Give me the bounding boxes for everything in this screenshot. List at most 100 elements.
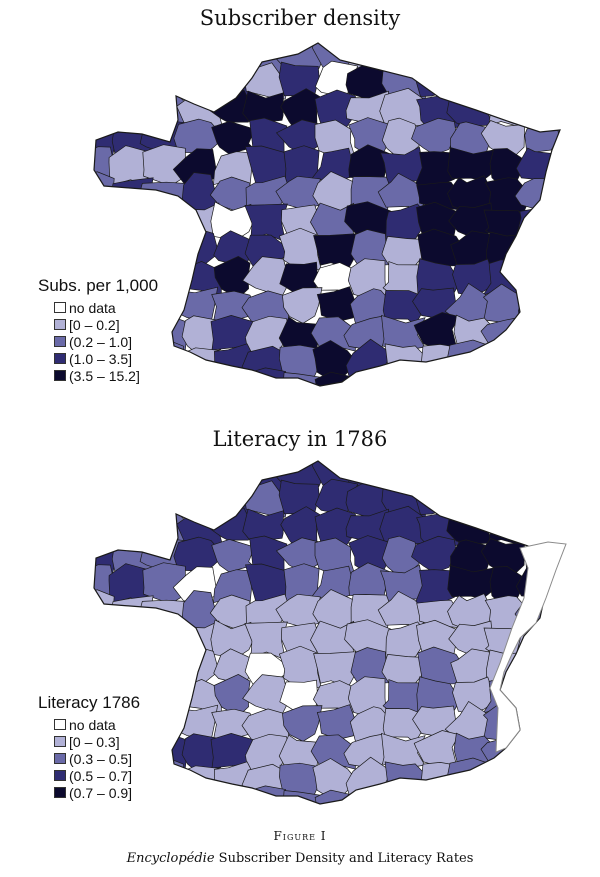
department-region xyxy=(110,480,157,520)
department-region xyxy=(550,257,560,298)
department-region xyxy=(453,375,488,386)
department-region xyxy=(480,120,525,161)
legend-label: (1.0 – 3.5] xyxy=(69,350,133,367)
legend-item-class-2: (0.3 – 0.5] xyxy=(38,750,140,767)
map-literacy-1786 xyxy=(93,460,567,805)
department-region xyxy=(94,648,122,689)
department-region xyxy=(378,43,424,74)
department-region xyxy=(282,705,323,742)
legend-title: Literacy 1786 xyxy=(38,693,141,712)
legend-item-no-data: no data xyxy=(38,716,140,733)
department-region xyxy=(521,43,560,70)
department-region xyxy=(108,512,153,544)
department-region xyxy=(479,461,521,492)
department-region xyxy=(553,146,560,189)
department-region xyxy=(547,647,560,692)
department-region xyxy=(481,370,531,386)
department-region xyxy=(142,461,190,493)
figure-caption-text: Subscriber Density and Literacy Rates xyxy=(214,851,474,866)
department-region xyxy=(518,287,560,327)
legend-item-class-1: [0 – 0.2] xyxy=(38,316,158,333)
department-region xyxy=(210,201,253,241)
department-region xyxy=(208,786,254,804)
department-region xyxy=(481,64,529,103)
department-region xyxy=(555,208,560,241)
department-region xyxy=(278,372,325,386)
department-region xyxy=(109,461,157,488)
legend-item-class-1: [0 – 0.3] xyxy=(38,733,140,750)
department-region xyxy=(514,677,558,716)
department-region xyxy=(94,198,123,241)
legend-swatch xyxy=(54,770,66,781)
department-region xyxy=(141,679,187,712)
figure-label: Figure I xyxy=(273,829,327,843)
department-region xyxy=(550,675,560,716)
department-region xyxy=(414,372,458,386)
legend-item-class-2: (0.2 – 1.0] xyxy=(38,333,158,350)
department-region xyxy=(555,731,560,774)
legend-item-class-3: (1.0 – 3.5] xyxy=(38,350,158,367)
department-region xyxy=(210,619,253,659)
department-region xyxy=(214,461,255,493)
department-region xyxy=(94,171,115,217)
department-region xyxy=(547,710,560,741)
department-region xyxy=(316,286,360,322)
department-region xyxy=(487,761,525,798)
department-region xyxy=(516,731,559,767)
department-region xyxy=(213,674,251,717)
department-region xyxy=(381,368,420,386)
department-region xyxy=(414,790,458,804)
department-region xyxy=(411,535,457,574)
department-region xyxy=(139,181,189,212)
department-region xyxy=(452,676,497,714)
department-region xyxy=(415,480,463,515)
department-region xyxy=(550,91,560,127)
department-region xyxy=(110,62,157,102)
department-region xyxy=(94,589,115,635)
department-region xyxy=(553,119,560,161)
department-region xyxy=(515,58,560,99)
legend-label: (3.5 – 15.2] xyxy=(69,367,140,384)
department-region xyxy=(316,704,360,740)
department-region xyxy=(143,649,192,686)
department-region xyxy=(479,43,521,74)
department-region xyxy=(346,461,395,488)
legend-item-class-3: (0.5 – 0.7] xyxy=(38,767,140,784)
legend-swatch xyxy=(54,319,66,330)
department-region xyxy=(182,484,221,520)
department-region xyxy=(553,480,560,524)
department-region xyxy=(173,461,221,495)
legend-item-no-data: no data xyxy=(38,299,158,316)
department-region xyxy=(139,599,189,630)
legend-swatch xyxy=(54,302,66,313)
department-region xyxy=(447,70,493,97)
department-region xyxy=(455,43,496,73)
legend-item-class-4: (3.5 – 15.2] xyxy=(38,367,158,384)
department-region xyxy=(452,258,497,296)
department-region xyxy=(553,62,560,106)
department-region xyxy=(208,368,254,386)
department-region xyxy=(554,765,560,794)
map-title-literacy-1786: Literacy in 1786 xyxy=(212,427,388,451)
department-region xyxy=(94,60,118,101)
department-region xyxy=(179,765,219,801)
legend-label: (0.3 – 0.5] xyxy=(69,750,133,767)
department-region xyxy=(243,785,288,804)
department-region xyxy=(453,793,488,804)
legend-label: no data xyxy=(69,299,116,316)
department-region xyxy=(142,43,190,75)
department-region xyxy=(550,176,560,216)
department-region xyxy=(109,43,157,70)
department-region xyxy=(213,256,251,299)
department-region xyxy=(144,206,186,241)
legend-label: [0 – 0.3] xyxy=(69,733,120,750)
department-region xyxy=(555,626,560,659)
department-region xyxy=(481,788,531,804)
department-region xyxy=(278,790,325,804)
department-region xyxy=(447,488,493,515)
department-region xyxy=(553,564,560,607)
legend-swatch xyxy=(54,353,66,364)
department-region xyxy=(445,339,498,382)
legend-swatch xyxy=(54,736,66,747)
department-region xyxy=(519,340,560,383)
